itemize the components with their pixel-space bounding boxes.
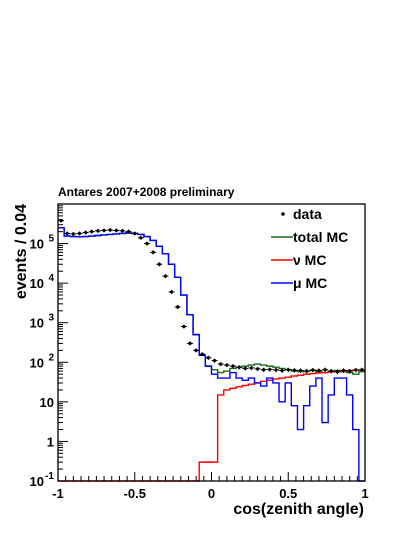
- data-point: [280, 368, 284, 373]
- legend-item: μ MC: [271, 275, 327, 291]
- y-tick-label: 10: [40, 395, 54, 410]
- legend-item: data: [281, 206, 322, 222]
- data-point: [212, 359, 217, 363]
- legend-label: data: [293, 206, 322, 222]
- data-point: [90, 230, 94, 234]
- data-point: [237, 365, 241, 369]
- data-point: [163, 274, 168, 278]
- data-point: [176, 305, 180, 309]
- y-tick-label: 10: [30, 276, 44, 291]
- data-point: [348, 369, 352, 373]
- data-point: [335, 370, 339, 374]
- x-tick-label: 0.5: [279, 486, 297, 501]
- y-tick-exponent: 4: [48, 273, 54, 284]
- data-point: [243, 366, 247, 371]
- data-point: [65, 231, 69, 236]
- legend-item: total MC: [271, 229, 348, 245]
- data-point: [133, 231, 137, 236]
- data-point: [219, 362, 223, 366]
- data-point: [77, 231, 82, 236]
- y-tick-label: 10: [30, 355, 44, 370]
- legend-item: ν MC: [271, 252, 326, 268]
- data-point: [286, 368, 290, 372]
- x-tick-label: -0.5: [124, 486, 146, 501]
- data-point: [114, 228, 118, 233]
- data-point: [194, 348, 198, 352]
- y-tick-exponent: 2: [48, 352, 54, 363]
- data-point: [182, 324, 186, 329]
- data-point: [169, 290, 174, 294]
- data-point: [108, 228, 112, 232]
- data-point: [231, 364, 235, 368]
- data-point: [71, 232, 75, 236]
- series--mc-line: [58, 369, 365, 482]
- data-point: [249, 366, 254, 370]
- data-point: [341, 368, 346, 373]
- y-axis-label: events / 0.04: [13, 204, 30, 299]
- legend-label: μ MC: [293, 275, 327, 291]
- series--mc-line: [58, 227, 365, 482]
- data-point: [102, 228, 106, 233]
- data-point: [145, 241, 149, 246]
- data-point: [127, 230, 131, 234]
- data-point: [298, 368, 303, 373]
- legend-marker: [281, 212, 285, 216]
- y-tick-label: 1: [47, 434, 54, 449]
- data-point: [360, 368, 364, 372]
- data-point: [200, 352, 204, 356]
- data-point: [225, 363, 229, 367]
- data-point: [206, 356, 211, 360]
- y-tick-exponent: 5: [48, 234, 54, 245]
- legend-label: ν MC: [293, 252, 326, 268]
- data-point: [268, 367, 272, 372]
- data-point: [157, 262, 161, 266]
- data-point: [305, 369, 309, 373]
- plot-frame: [57, 203, 366, 482]
- y-tick-label: 10: [30, 237, 44, 252]
- data-point: [329, 369, 333, 373]
- data-point: [188, 341, 192, 346]
- data-point: [262, 368, 266, 372]
- y-tick-label: 10: [30, 474, 44, 489]
- data-point: [311, 368, 315, 372]
- legend: data total MC ν MC μ MC: [271, 206, 348, 291]
- y-tick-label: 10: [30, 316, 44, 331]
- data-point: [84, 230, 88, 235]
- data-point: [354, 368, 358, 372]
- x-axis: -1 -0.5 0 0.5 1: [52, 472, 369, 501]
- data-point: [139, 236, 143, 240]
- data-point: [120, 229, 125, 233]
- x-axis-label: cos(zenith angle): [233, 501, 364, 518]
- data-point: [274, 368, 278, 372]
- x-tick-label: 1: [361, 486, 368, 501]
- y-tick-exponent: 3: [48, 313, 54, 324]
- data-point: [323, 368, 327, 372]
- data-point: [96, 229, 100, 233]
- data-point: [292, 368, 296, 372]
- x-tick-label: 0: [208, 486, 215, 501]
- series-total-mc-line: [58, 227, 365, 375]
- data-point: [255, 367, 260, 371]
- legend-label: total MC: [293, 229, 348, 245]
- x-tick-label: -1: [52, 486, 64, 501]
- chart-title: Antares 2007+2008 preliminary: [58, 185, 235, 199]
- series-data-points: [58, 218, 365, 375]
- data-point: [151, 250, 155, 254]
- y-tick-exponent: -1: [45, 471, 54, 482]
- data-point: [317, 368, 321, 373]
